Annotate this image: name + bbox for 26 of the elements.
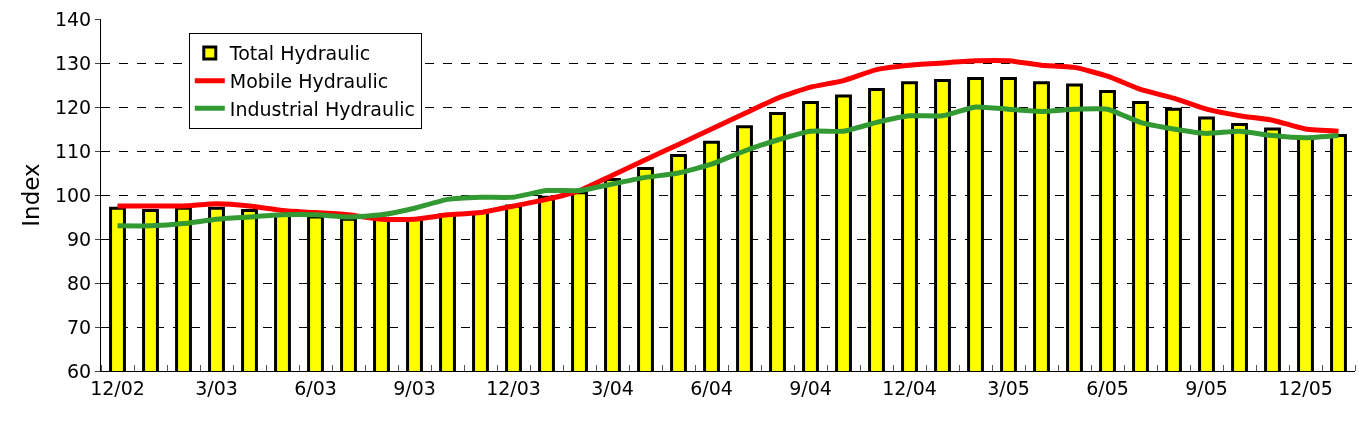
x-tick-label: 6/03 (294, 376, 337, 399)
x-tick-label: 3/03 (195, 376, 238, 399)
x-tick-label: 12/04 (882, 376, 937, 399)
x-tick-label: 6/05 (1086, 376, 1129, 399)
x-tick-label: 3/04 (591, 376, 634, 399)
y-tick-label: 120 (54, 95, 92, 118)
y-tick-label: 110 (54, 139, 92, 162)
x-tick-label: 6/04 (690, 376, 733, 399)
x-tick-label: 12/03 (486, 376, 541, 399)
legend-label: Mobile Hydraulic (229, 70, 389, 93)
y-tick-label: 60 (67, 359, 92, 382)
y-tick-label: 130 (54, 51, 92, 74)
y-tick-label: 70 (67, 315, 92, 338)
x-tick-label: 9/03 (393, 376, 436, 399)
legend-label: Industrial Hydraulic (229, 97, 416, 120)
x-tick-label: 12/02 (90, 376, 145, 399)
y-axis-title: Index (18, 163, 45, 227)
x-tick-label: 12/05 (1278, 376, 1333, 399)
y-tick-label: 80 (67, 271, 92, 294)
x-tick-label: 3/05 (987, 376, 1030, 399)
x-tick-label: 9/05 (1185, 376, 1228, 399)
y-tick-label: 90 (67, 227, 92, 250)
y-tick-label: 100 (54, 183, 92, 206)
y-tick-label: 140 (54, 7, 92, 30)
legend-label: Total Hydraulic (228, 42, 371, 65)
x-tick-label: 9/04 (789, 376, 832, 399)
